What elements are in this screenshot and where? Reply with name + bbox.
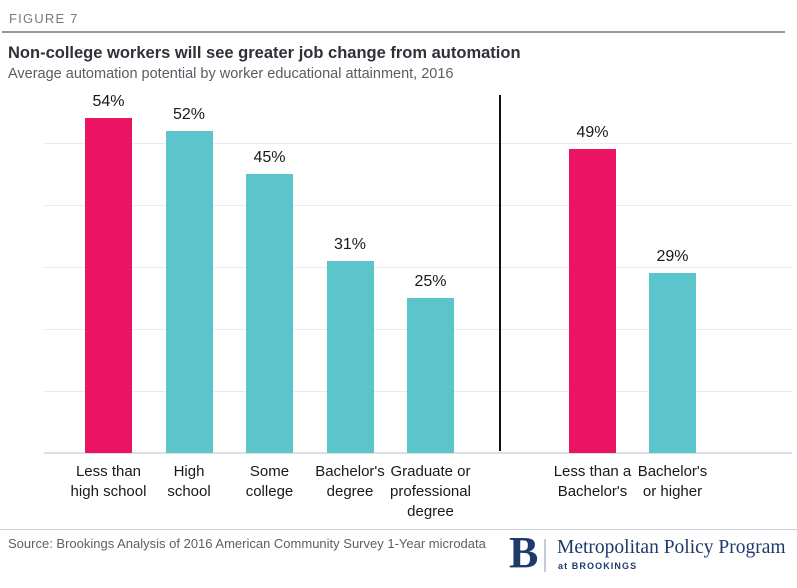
logo-sub-text: at BROOKINGS (558, 561, 638, 571)
bar-category-label: High school (167, 463, 211, 500)
chart-title: Non-college workers will see greater job… (8, 44, 521, 62)
group-separator-line (499, 95, 501, 451)
bar-category-label: Bachelor's degree (315, 463, 385, 500)
bar-category-label: Less than a Bachelor's (553, 463, 632, 500)
bar-bachelor-s-or-higher (649, 273, 696, 453)
chart-subtitle: Average automation potential by worker e… (8, 66, 454, 82)
brookings-logo-initial: B (509, 528, 539, 577)
x-axis-baseline (44, 452, 792, 454)
figure-header-rule (2, 31, 785, 33)
gridline-40 (44, 205, 792, 206)
bar-less-than-a-bachelor-s (569, 149, 616, 453)
bar-some-college (246, 174, 293, 453)
logo-divider-line (544, 539, 546, 572)
bar-category-label: Less than high school (70, 463, 147, 500)
bar-category-label: Some college (245, 463, 294, 500)
bar-value-label: 49% (576, 124, 609, 142)
gridline-30 (44, 267, 792, 268)
bar-value-label: 25% (414, 273, 447, 290)
bar-less-than-high-school (85, 118, 132, 453)
footer-rule (0, 529, 797, 530)
bar-value-label: 31% (333, 235, 367, 253)
gridline-50 (44, 143, 792, 144)
figure-label: FIGURE 7 (9, 11, 79, 26)
bar-value-label: 52% (172, 105, 206, 123)
bar-category-label: Bachelor's or higher (637, 463, 708, 500)
bar-bachelor-s-degree (326, 260, 374, 453)
bar-value-label: 29% (656, 248, 689, 266)
bar-value-label: 45% (253, 149, 286, 166)
bar-category-label: Graduate or professional degree (390, 463, 471, 520)
bar-high-school (165, 130, 213, 453)
source-note: Source: Brookings Analysis of 2016 Ameri… (8, 536, 486, 551)
bar-graduate-or-professional-degree (407, 298, 454, 453)
logo-program-name: Metropolitan Policy Program (557, 537, 786, 558)
bar-value-label: 54% (92, 93, 125, 111)
